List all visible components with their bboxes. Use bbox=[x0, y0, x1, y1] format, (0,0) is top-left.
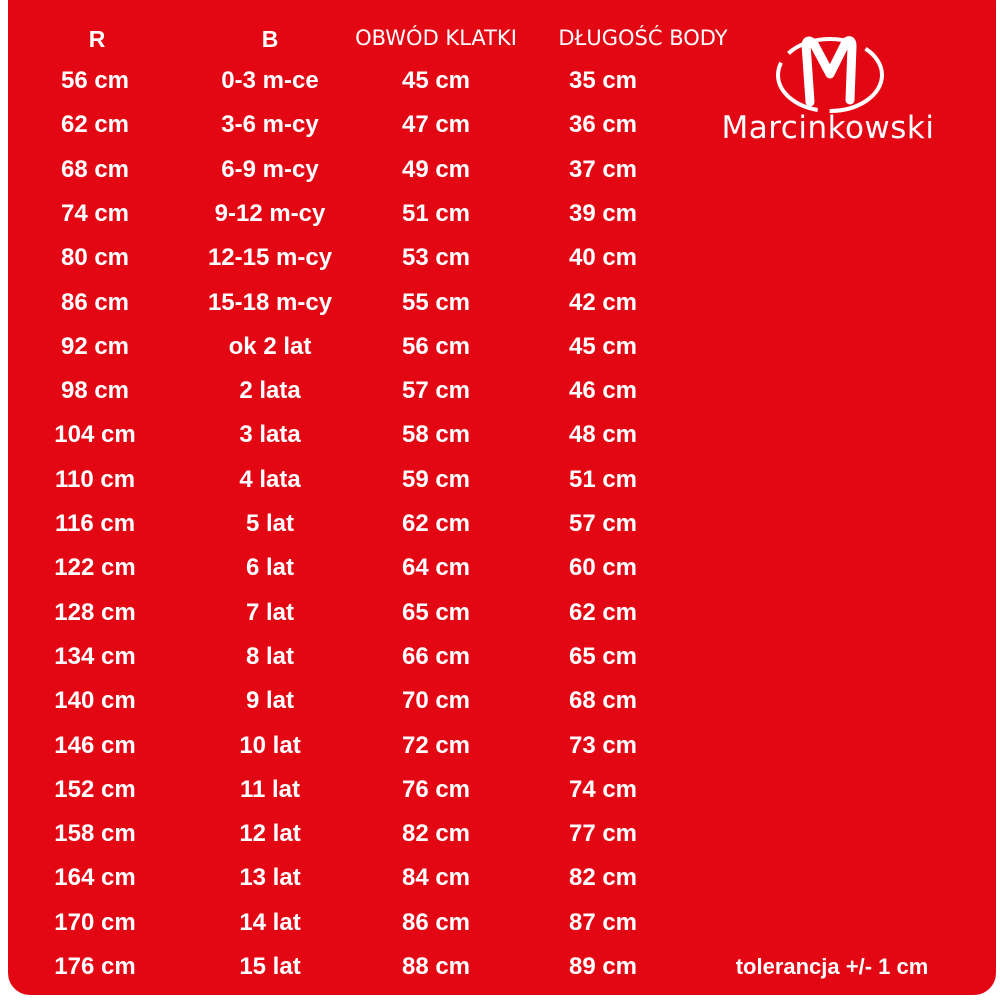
size-r-cell: 80 cm bbox=[60, 244, 130, 272]
chest-circumference-cell: 49 cm bbox=[401, 155, 471, 183]
body-length-cell: 57 cm bbox=[568, 510, 638, 537]
age-b-cell: 14 lat bbox=[239, 908, 301, 936]
chest-circumference-cell: 47 cm bbox=[401, 111, 471, 139]
body-length-cell: 77 cm bbox=[568, 820, 638, 848]
age-b-cell: ok 2 lat bbox=[228, 332, 312, 360]
size-r-cell: 74 cm bbox=[60, 199, 130, 227]
chest-circumference-cell: 45 cm bbox=[401, 67, 471, 94]
body-length-cell: 45 cm bbox=[568, 332, 638, 360]
age-b-cell: 4 lata bbox=[239, 465, 301, 493]
chest-circumference-cell: 58 cm bbox=[401, 421, 471, 449]
tolerance-note: tolerancja +/- 1 cm bbox=[735, 954, 929, 979]
header-b: B bbox=[261, 26, 279, 52]
body-length-cell: 89 cm bbox=[568, 953, 638, 980]
age-b-cell: 5 lat bbox=[245, 510, 295, 537]
body-length-cell: 36 cm bbox=[568, 111, 638, 139]
body-length-cell: 42 cm bbox=[568, 288, 638, 316]
age-b-cell: 15-18 m-cy bbox=[207, 288, 333, 316]
chest-circumference-cell: 70 cm bbox=[401, 687, 471, 715]
chest-circumference-cell: 76 cm bbox=[401, 775, 471, 803]
header-chest: OBWÓD KLATKI bbox=[355, 26, 517, 50]
size-r-cell: 56 cm bbox=[60, 67, 130, 94]
age-b-cell: 8 lat bbox=[245, 642, 295, 670]
m-ring-logo-icon bbox=[776, 36, 884, 113]
body-length-cell: 62 cm bbox=[568, 598, 638, 626]
size-r-cell: 176 cm bbox=[54, 953, 136, 980]
header-r: R bbox=[88, 26, 106, 52]
body-length-cell: 60 cm bbox=[568, 554, 638, 582]
body-length-cell: 87 cm bbox=[568, 908, 638, 936]
body-length-cell: 65 cm bbox=[568, 642, 638, 670]
body-length-cell: 51 cm bbox=[568, 465, 638, 493]
size-r-cell: 116 cm bbox=[54, 510, 136, 537]
chest-circumference-cell: 53 cm bbox=[401, 244, 471, 272]
chest-circumference-cell: 82 cm bbox=[401, 820, 471, 848]
age-b-cell: 6 lat bbox=[245, 554, 295, 582]
size-r-cell: 164 cm bbox=[54, 864, 136, 892]
age-b-cell: 10 lat bbox=[239, 731, 301, 759]
size-r-cell: 98 cm bbox=[60, 377, 130, 405]
age-b-cell: 2 lata bbox=[239, 377, 301, 405]
chest-circumference-cell: 72 cm bbox=[401, 731, 471, 759]
body-length-cell: 82 cm bbox=[568, 864, 638, 892]
size-r-cell: 68 cm bbox=[60, 155, 130, 183]
body-length-cell: 48 cm bbox=[568, 421, 638, 449]
age-b-cell: 12-15 m-cy bbox=[207, 244, 333, 272]
size-r-cell: 158 cm bbox=[54, 820, 136, 848]
chest-circumference-cell: 59 cm bbox=[401, 465, 471, 493]
size-r-cell: 134 cm bbox=[54, 642, 136, 670]
body-length-cell: 46 cm bbox=[568, 377, 638, 405]
brand-name: Marcinkowski bbox=[721, 110, 935, 146]
body-length-cell: 74 cm bbox=[568, 775, 638, 803]
size-r-cell: 62 cm bbox=[60, 111, 130, 139]
body-length-cell: 39 cm bbox=[568, 199, 638, 227]
chest-circumference-cell: 55 cm bbox=[401, 288, 471, 316]
age-b-cell: 11 lat bbox=[239, 775, 301, 803]
header-body-length: DŁUGOŚĆ BODY bbox=[558, 26, 728, 50]
size-chart-panel bbox=[8, 0, 996, 995]
chest-circumference-cell: 84 cm bbox=[401, 864, 471, 892]
age-b-cell: 9-12 m-cy bbox=[214, 199, 326, 227]
chest-circumference-cell: 51 cm bbox=[401, 199, 471, 227]
age-b-cell: 7 lat bbox=[245, 598, 295, 626]
size-r-cell: 122 cm bbox=[54, 554, 136, 582]
age-b-cell: 13 lat bbox=[239, 864, 301, 892]
body-length-cell: 68 cm bbox=[568, 687, 638, 715]
size-r-cell: 152 cm bbox=[54, 775, 136, 803]
chest-circumference-cell: 88 cm bbox=[401, 953, 471, 980]
chest-circumference-cell: 65 cm bbox=[401, 598, 471, 626]
size-r-cell: 92 cm bbox=[60, 332, 130, 360]
age-b-cell: 6-9 m-cy bbox=[221, 155, 319, 183]
size-r-cell: 110 cm bbox=[54, 465, 136, 493]
body-length-cell: 35 cm bbox=[568, 67, 638, 94]
age-b-cell: 9 lat bbox=[245, 687, 295, 715]
body-length-cell: 40 cm bbox=[568, 244, 638, 272]
age-b-cell: 15 lat bbox=[239, 953, 301, 980]
size-r-cell: 128 cm bbox=[54, 598, 136, 626]
chest-circumference-cell: 64 cm bbox=[401, 554, 471, 582]
size-r-cell: 146 cm bbox=[54, 731, 136, 759]
size-r-cell: 140 cm bbox=[54, 687, 136, 715]
chest-circumference-cell: 86 cm bbox=[401, 908, 471, 936]
size-r-cell: 104 cm bbox=[54, 421, 136, 449]
chest-circumference-cell: 56 cm bbox=[401, 332, 471, 360]
age-b-cell: 0-3 m-ce bbox=[221, 67, 319, 94]
chest-circumference-cell: 57 cm bbox=[401, 377, 471, 405]
age-b-cell: 3-6 m-cy bbox=[221, 111, 319, 139]
age-b-cell: 3 lata bbox=[239, 421, 301, 449]
body-length-cell: 37 cm bbox=[568, 155, 638, 183]
size-r-cell: 170 cm bbox=[54, 908, 136, 936]
chest-circumference-cell: 62 cm bbox=[401, 510, 471, 537]
chest-circumference-cell: 66 cm bbox=[401, 642, 471, 670]
size-r-cell: 86 cm bbox=[60, 288, 130, 316]
age-b-cell: 12 lat bbox=[239, 820, 301, 848]
body-length-cell: 73 cm bbox=[568, 731, 638, 759]
